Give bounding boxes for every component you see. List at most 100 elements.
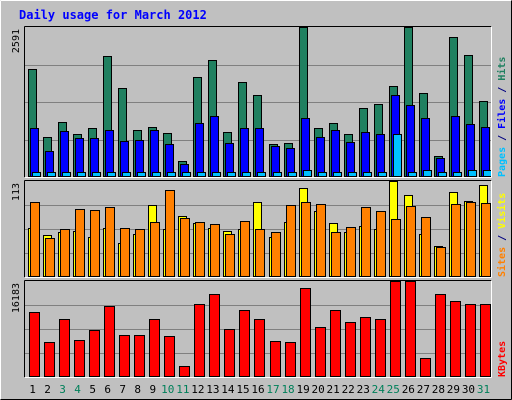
x-tick-label-day-15: 15 bbox=[236, 383, 249, 396]
bar-sites-day-1 bbox=[30, 202, 40, 277]
bar-files-day-31 bbox=[481, 127, 490, 177]
bar-pages-day-25 bbox=[393, 134, 402, 177]
x-tick-label-day-19: 19 bbox=[296, 383, 309, 396]
bar-sites-day-26 bbox=[406, 206, 416, 277]
bar-sites-day-11 bbox=[180, 218, 190, 277]
bar-pages-day-4 bbox=[77, 172, 86, 177]
series-sites bbox=[30, 190, 491, 277]
bar-files-day-20 bbox=[316, 137, 325, 177]
bar-kbytes-day-4 bbox=[74, 340, 85, 377]
x-tick-label-day-25: 25 bbox=[387, 383, 400, 396]
bar-kbytes-day-8 bbox=[134, 335, 145, 377]
bar-sites-day-14 bbox=[225, 234, 235, 277]
bar-kbytes-day-3 bbox=[59, 319, 70, 377]
bar-kbytes-day-20 bbox=[315, 327, 326, 377]
x-tick-label-day-30: 30 bbox=[462, 383, 475, 396]
x-tick-label-day-16: 16 bbox=[251, 383, 264, 396]
x-tick-label-day-24: 24 bbox=[372, 383, 386, 396]
bar-files-day-6 bbox=[105, 130, 114, 177]
bar-sites-day-7 bbox=[120, 228, 130, 277]
x-tick-label-day-11: 11 bbox=[176, 383, 189, 396]
bar-pages-day-11 bbox=[182, 172, 191, 177]
bar-kbytes-day-29 bbox=[450, 301, 461, 377]
x-tick-label-day-8: 8 bbox=[134, 383, 141, 396]
bar-files-day-3 bbox=[60, 131, 69, 177]
panel-kbytes-ymax-label: 16183 bbox=[11, 283, 22, 313]
bar-sites-day-3 bbox=[60, 229, 70, 277]
bar-kbytes-day-22 bbox=[345, 322, 356, 377]
bar-sites-day-5 bbox=[90, 210, 100, 277]
bar-pages-day-12 bbox=[197, 172, 206, 177]
bar-kbytes-day-13 bbox=[209, 294, 220, 377]
bar-sites-day-4 bbox=[75, 209, 85, 277]
bar-pages-day-15 bbox=[242, 172, 251, 177]
bar-pages-day-2 bbox=[47, 172, 56, 177]
bar-files-day-10 bbox=[165, 144, 174, 177]
panel-requests-legend-label: Pages / Files / Hits bbox=[496, 57, 508, 177]
bar-files-day-30 bbox=[466, 124, 475, 177]
bar-kbytes-day-7 bbox=[119, 335, 130, 377]
bar-files-day-12 bbox=[195, 123, 204, 177]
bar-pages-day-27 bbox=[423, 170, 432, 177]
panel-kbytes: 16183 KBytes bbox=[11, 280, 508, 378]
x-tick-label-day-1: 1 bbox=[29, 383, 36, 396]
legend-part: / bbox=[497, 81, 508, 99]
bar-kbytes-day-30 bbox=[465, 304, 476, 377]
bar-kbytes-day-1 bbox=[29, 312, 40, 377]
bar-sites-day-13 bbox=[210, 224, 220, 277]
bar-pages-day-16 bbox=[257, 172, 266, 177]
bar-kbytes-day-9 bbox=[149, 319, 160, 377]
bar-sites-day-23 bbox=[361, 207, 371, 277]
bar-sites-day-27 bbox=[421, 217, 431, 277]
x-tick-label-day-26: 26 bbox=[402, 383, 415, 396]
bar-sites-day-28 bbox=[436, 247, 446, 277]
bar-files-day-14 bbox=[225, 143, 234, 177]
bar-sites-day-18 bbox=[286, 205, 296, 277]
bar-pages-day-13 bbox=[212, 172, 221, 177]
bar-kbytes-day-31 bbox=[480, 304, 491, 377]
bar-pages-day-17 bbox=[273, 172, 282, 177]
panel-kbytes-legend-label: KBytes bbox=[497, 341, 508, 377]
x-tick-label-day-7: 7 bbox=[119, 383, 126, 396]
bar-pages-day-28 bbox=[438, 172, 447, 177]
bar-pages-day-3 bbox=[62, 172, 71, 177]
legend-part: Files bbox=[496, 99, 508, 129]
bar-files-day-8 bbox=[135, 140, 144, 177]
x-tick-label-day-2: 2 bbox=[44, 383, 51, 396]
bar-kbytes-day-27 bbox=[420, 358, 431, 377]
bar-pages-day-31 bbox=[483, 170, 492, 177]
bar-kbytes-day-11 bbox=[179, 366, 190, 377]
bar-pages-day-7 bbox=[122, 172, 131, 177]
x-tick-label-day-13: 13 bbox=[206, 383, 219, 396]
x-tick-label-day-9: 9 bbox=[149, 383, 156, 396]
bar-sites-day-2 bbox=[45, 238, 55, 277]
legend-part: / bbox=[497, 229, 508, 247]
bar-pages-day-5 bbox=[92, 172, 101, 177]
bar-kbytes-day-24 bbox=[375, 319, 386, 377]
bar-sites-day-10 bbox=[165, 190, 175, 277]
bar-sites-day-17 bbox=[271, 232, 281, 277]
x-tick-label-day-3: 3 bbox=[59, 383, 66, 396]
series-pages bbox=[32, 134, 492, 177]
bar-pages-day-26 bbox=[408, 172, 417, 177]
bar-files-day-22 bbox=[346, 142, 355, 177]
bar-files-day-24 bbox=[376, 134, 385, 177]
x-tick-label-day-23: 23 bbox=[357, 383, 370, 396]
bar-sites-day-25 bbox=[391, 219, 401, 277]
bar-kbytes-day-21 bbox=[330, 310, 341, 377]
x-tick-label-day-22: 22 bbox=[342, 383, 355, 396]
chart-panels: 2591 Pages / Files / Hits 113 Sites / Visit… bbox=[11, 26, 508, 378]
bar-pages-day-14 bbox=[227, 172, 236, 177]
bar-files-day-1 bbox=[30, 128, 39, 177]
bar-sites-day-8 bbox=[135, 229, 145, 277]
bar-pages-day-29 bbox=[453, 172, 462, 177]
bar-files-day-16 bbox=[255, 128, 264, 177]
x-tick-label-day-10: 10 bbox=[161, 383, 174, 396]
panel-requests-ymax-label: 2591 bbox=[11, 29, 22, 53]
bar-sites-day-20 bbox=[316, 204, 326, 277]
bar-sites-day-19 bbox=[301, 202, 311, 277]
bar-sites-day-6 bbox=[105, 207, 115, 277]
bar-files-day-5 bbox=[90, 138, 99, 177]
bar-kbytes-day-18 bbox=[285, 342, 296, 377]
